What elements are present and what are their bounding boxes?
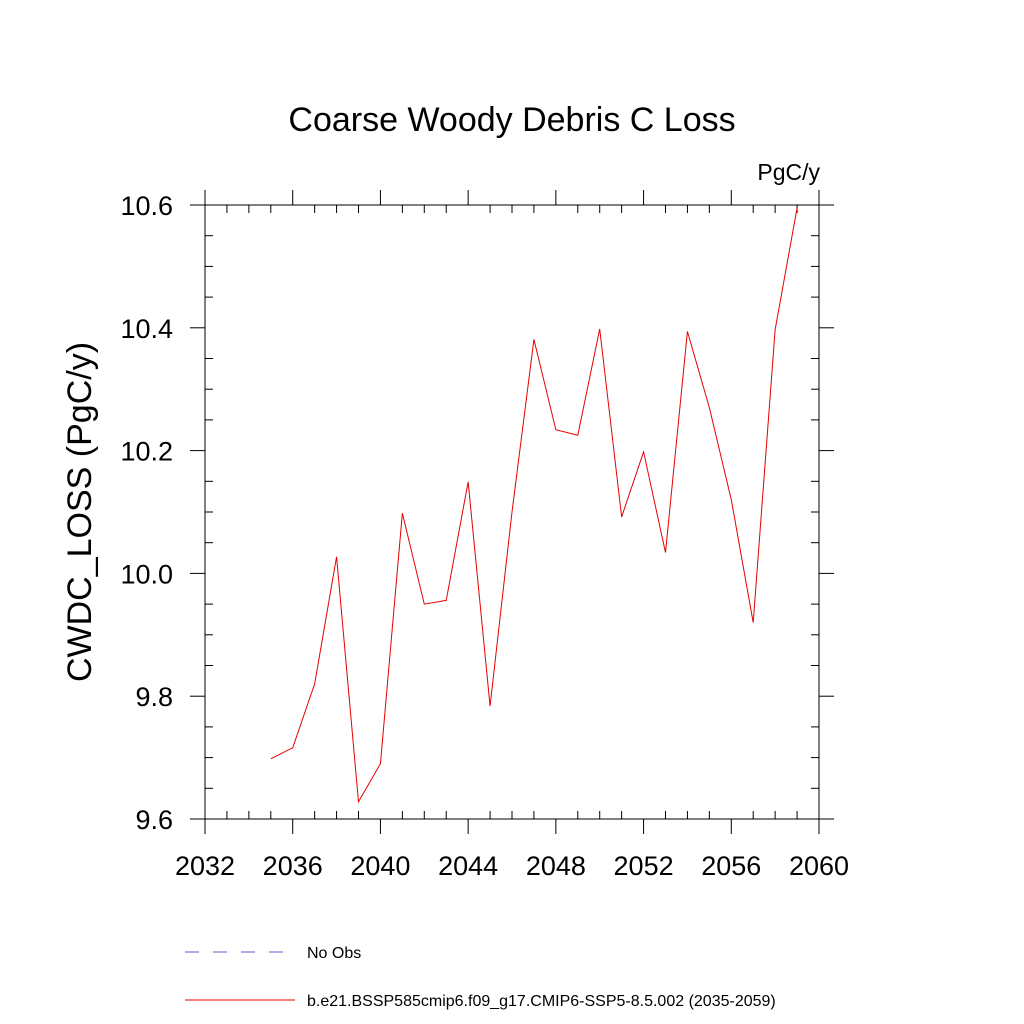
series-group: [270, 207, 798, 804]
legend-label-model: b.e21.BSSP585cmip6.f09_g17.CMIP6-SSP5-8.…: [307, 993, 776, 1010]
x-tick-label: 2060: [789, 851, 849, 881]
y-axis-label: CWDC_LOSS (PgC/y): [61, 342, 99, 682]
axis-ticks: [190, 190, 834, 834]
y-tick-label: 9.6: [135, 805, 173, 835]
chart-title: Coarse Woody Debris C Loss: [288, 101, 735, 139]
legend: No Obs b.e21.BSSP585cmip6.f09_g17.CMIP6-…: [185, 945, 776, 1010]
x-tick-labels: 2032 2036 2040 2044 2048 2052 2056 2060: [175, 851, 849, 881]
x-tick-label: 2032: [175, 851, 235, 881]
x-tick-label: 2040: [350, 851, 410, 881]
y-tick-label: 10.4: [120, 314, 173, 344]
y-tick-label: 9.8: [135, 682, 173, 712]
x-tick-label: 2044: [438, 851, 498, 881]
x-tick-label: 2048: [526, 851, 586, 881]
y-tick-labels: 9.6 9.8 10.0 10.2 10.4 10.6: [120, 191, 173, 835]
y-tick-label: 10.0: [120, 559, 173, 589]
x-tick-label: 2056: [701, 851, 761, 881]
legend-label-no-obs: No Obs: [307, 945, 361, 962]
units-label: PgC/y: [757, 159, 820, 185]
y-tick-label: 10.6: [120, 191, 173, 221]
x-tick-label: 2036: [263, 851, 323, 881]
x-tick-label: 2052: [614, 851, 674, 881]
series-line: [270, 207, 798, 804]
y-tick-label: 10.2: [120, 437, 173, 467]
